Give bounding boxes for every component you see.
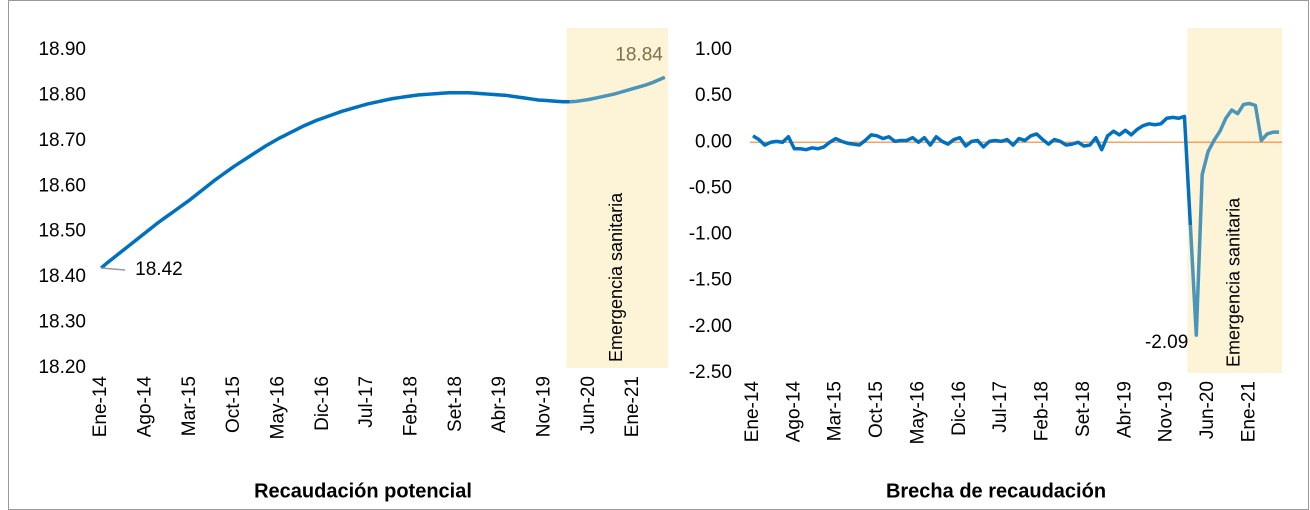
- y-tick-label: 0.50: [695, 85, 732, 106]
- value-label: 18.42: [135, 259, 183, 280]
- line-main: [100, 90, 570, 270]
- x-tick-label: Feb-18: [401, 376, 422, 436]
- x-tick-label: Nov-19: [534, 376, 555, 437]
- y-tick-label: 18.70: [38, 130, 86, 151]
- x-tick-label: Nov-19: [1156, 381, 1177, 442]
- highlight-label: Emergencia sanitaria: [606, 192, 626, 362]
- axis-title: Recaudación potencial: [254, 480, 472, 502]
- x-tick-label: Jun-20: [578, 376, 599, 434]
- x-tick-label: Abr-19: [489, 376, 510, 433]
- x-tick-label: Mar-15: [825, 381, 846, 441]
- x-tick-label: Ene-14: [90, 376, 111, 438]
- x-tick-label: Jul-17: [990, 381, 1011, 433]
- x-tick-label: Feb-18: [1032, 381, 1053, 441]
- x-tick-label: Oct-15: [223, 376, 244, 433]
- x-tick-label: Mar-15: [179, 376, 200, 436]
- line-main: [752, 114, 1193, 226]
- y-tick-label: -2.50: [689, 362, 732, 383]
- y-tick-label: 18.40: [38, 266, 86, 287]
- y-tick-label: 18.90: [38, 39, 86, 60]
- y-tick-label: 0.00: [695, 131, 732, 152]
- x-tick-label: Ago-14: [783, 381, 804, 443]
- x-tick-label: Abr-19: [1114, 381, 1135, 438]
- y-tick-label: 18.50: [38, 221, 86, 242]
- x-tick-label: Oct-15: [866, 381, 887, 438]
- leader-line: [101, 267, 126, 271]
- axis-title: Brecha de recaudación: [886, 480, 1106, 502]
- y-tick-label: 18.30: [38, 312, 86, 333]
- highlight-band: [1187, 28, 1282, 373]
- x-tick-label: Ago-14: [135, 376, 156, 438]
- x-tick-label: Jul-17: [356, 376, 377, 428]
- y-tick-label: 1.00: [695, 39, 732, 60]
- x-tick-label: Ene-21: [622, 376, 643, 437]
- line-highlight: [569, 75, 666, 104]
- x-tick-label: Dic-16: [312, 376, 333, 431]
- value-label: 18.84: [615, 44, 663, 65]
- x-tick-label: Set-18: [1073, 381, 1094, 437]
- y-tick-label: 18.60: [38, 175, 86, 196]
- y-tick-label: -2.00: [689, 316, 732, 337]
- x-tick-label: Ene-21: [1239, 381, 1260, 442]
- y-tick-label: -0.50: [689, 177, 732, 198]
- value-label: -2.09: [1145, 332, 1188, 353]
- x-tick-label: Ene-14: [742, 381, 763, 443]
- y-tick-label: -1.00: [689, 224, 732, 245]
- x-tick-label: May-16: [907, 381, 928, 444]
- x-tick-label: Jun-20: [1197, 381, 1218, 439]
- x-tick-label: Dic-16: [949, 381, 970, 436]
- y-tick-label: -1.50: [689, 270, 732, 291]
- x-tick-label: May-16: [268, 376, 289, 439]
- x-tick-label: Set-18: [445, 376, 466, 432]
- highlight-label: Emergencia sanitaria: [1223, 197, 1243, 367]
- y-tick-label: 18.20: [38, 357, 86, 378]
- line-highlight: [1188, 101, 1280, 337]
- y-tick-label: 18.80: [38, 84, 86, 105]
